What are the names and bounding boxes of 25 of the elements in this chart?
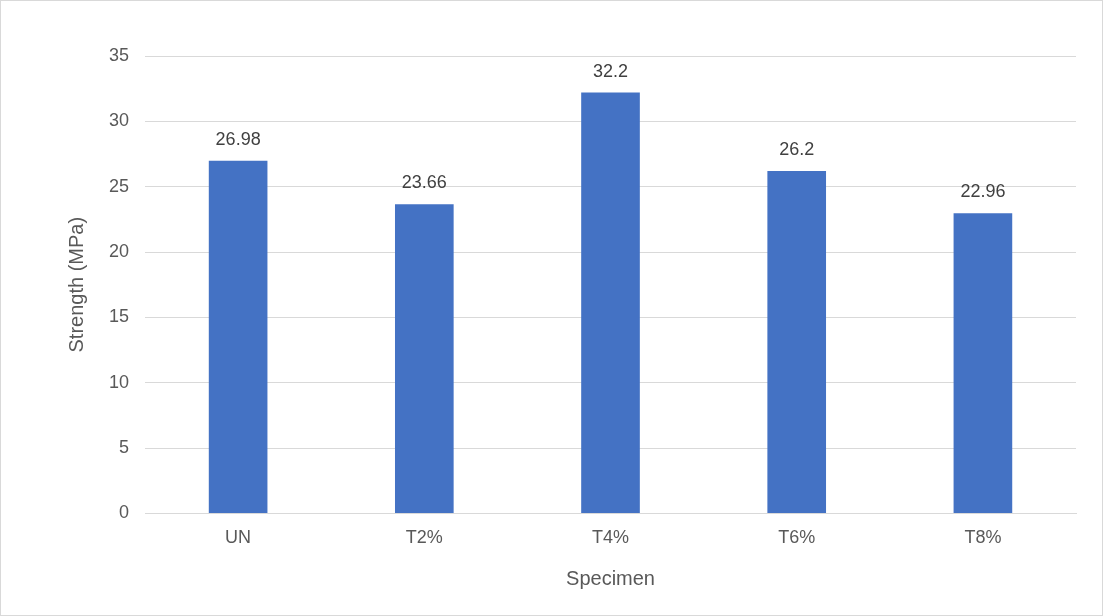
x-tick-label: T6% <box>778 527 816 548</box>
y-tick-label: 25 <box>108 175 130 196</box>
y-tick-label: 5 <box>119 437 130 458</box>
y-tick-label: 35 <box>108 44 130 65</box>
bar <box>581 92 640 513</box>
data-label: 26.98 <box>215 128 261 149</box>
data-label: 32.2 <box>592 60 629 81</box>
data-label: 22.96 <box>960 181 1006 202</box>
data-label: 26.2 <box>779 138 815 159</box>
bar <box>767 171 827 513</box>
x-tick-label: T2% <box>405 527 443 548</box>
data-label: 23.66 <box>401 172 447 193</box>
y-tick-label: 0 <box>119 502 130 523</box>
bar <box>953 213 1013 513</box>
x-tick-label: UN <box>225 527 252 548</box>
y-tick-label: 20 <box>108 241 130 261</box>
y-axis-title: Strength (MPa) <box>64 216 87 353</box>
x-axis-title: Specimen <box>566 566 655 589</box>
bar <box>208 160 268 513</box>
bar <box>394 204 454 513</box>
y-tick-label: 10 <box>108 371 130 392</box>
x-tick-label: T4% <box>592 527 630 548</box>
y-tick-label: 30 <box>108 110 130 131</box>
x-tick-label: T8% <box>964 527 1002 548</box>
y-tick-label: 15 <box>108 306 130 327</box>
